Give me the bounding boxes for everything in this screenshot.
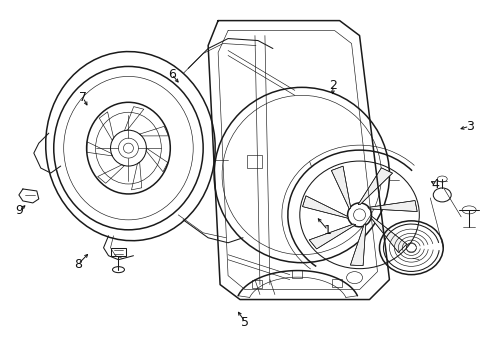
Polygon shape (371, 216, 407, 252)
Polygon shape (252, 280, 262, 288)
Text: 5: 5 (241, 316, 249, 329)
Text: 1: 1 (324, 224, 332, 237)
Polygon shape (247, 155, 262, 168)
Text: 9: 9 (16, 204, 24, 217)
Polygon shape (332, 279, 342, 287)
Text: 8: 8 (74, 258, 82, 271)
Text: 4: 4 (431, 177, 440, 190)
Polygon shape (302, 196, 348, 218)
Text: 7: 7 (79, 91, 87, 104)
Polygon shape (111, 248, 126, 256)
Polygon shape (368, 201, 417, 212)
Text: 6: 6 (168, 68, 176, 81)
Text: 3: 3 (466, 120, 473, 133)
Polygon shape (358, 168, 392, 204)
Text: 2: 2 (329, 79, 337, 92)
Polygon shape (309, 224, 356, 249)
Polygon shape (350, 224, 366, 266)
Polygon shape (292, 270, 301, 278)
Polygon shape (331, 166, 351, 209)
